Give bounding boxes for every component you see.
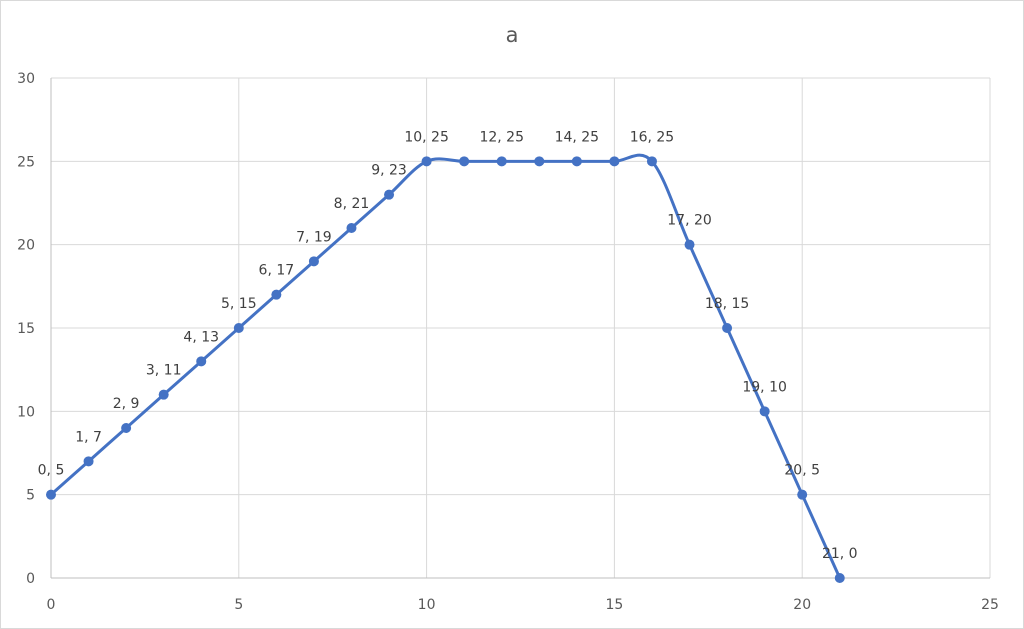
data-label: 7, 19	[296, 229, 332, 245]
data-label: 10, 25	[404, 129, 449, 145]
data-label: 16, 25	[630, 129, 675, 145]
y-tick-label: 5	[26, 488, 35, 504]
data-point	[722, 323, 733, 333]
data-point	[646, 156, 657, 167]
data-point	[496, 156, 507, 167]
data-label: 9, 23	[371, 163, 407, 179]
data-label: 12, 25	[479, 129, 524, 145]
x-tick-label: 25	[981, 597, 999, 613]
data-label: 18, 15	[705, 296, 750, 312]
x-tick-label: 5	[234, 597, 243, 613]
y-tick-label: 0	[26, 571, 35, 587]
data-point	[233, 323, 244, 333]
data-label: 20, 5	[784, 463, 820, 479]
data-point	[196, 356, 207, 367]
data-point	[271, 289, 282, 300]
data-point	[534, 156, 545, 167]
y-tick-label: 10	[17, 404, 35, 420]
data-point	[571, 156, 582, 167]
data-label: 21, 0	[822, 546, 858, 562]
x-tick-label: 20	[793, 597, 811, 613]
data-label: 19, 10	[742, 379, 787, 395]
chart-title: a	[505, 23, 519, 47]
x-tick-label: 0	[47, 597, 56, 613]
data-label: 0, 5	[38, 463, 65, 479]
data-point	[121, 423, 132, 433]
data-point	[459, 156, 470, 167]
data-point	[797, 489, 808, 500]
data-label: 4, 13	[183, 329, 219, 345]
data-point	[834, 573, 845, 583]
data-label: 2, 9	[113, 396, 140, 412]
data-point	[158, 389, 169, 400]
data-label: 5, 15	[221, 296, 257, 312]
data-labels: 0, 5 1, 7 2, 9 3, 11 4, 13 5, 15 6, 17 7, 19 8, …	[38, 129, 858, 562]
data-markers	[46, 156, 845, 583]
y-tick-label: 15	[17, 321, 35, 337]
data-point	[609, 156, 620, 167]
data-point	[83, 456, 94, 467]
x-tick-label: 10	[418, 597, 436, 613]
data-point	[346, 223, 357, 233]
data-point	[684, 239, 695, 250]
data-label: 17, 20	[667, 213, 712, 229]
data-label: 1, 7	[75, 429, 102, 445]
data-label: 3, 11	[146, 363, 182, 379]
gridlines	[51, 77, 991, 578]
data-point	[759, 406, 770, 417]
x-tick-label: 15	[605, 597, 623, 613]
y-tick-label: 25	[17, 154, 35, 170]
y-tick-label: 20	[17, 238, 35, 254]
data-point	[308, 256, 319, 267]
data-label: 14, 25	[555, 129, 600, 145]
data-point	[46, 489, 56, 500]
tick-labels: 0 5 10 15 20 25 30 0 5 10 15 20 25	[17, 71, 999, 613]
data-label: 6, 17	[259, 263, 295, 279]
data-point	[384, 189, 395, 200]
y-tick-label: 30	[17, 71, 35, 87]
data-point	[421, 156, 432, 167]
data-label: 8, 21	[334, 196, 370, 212]
